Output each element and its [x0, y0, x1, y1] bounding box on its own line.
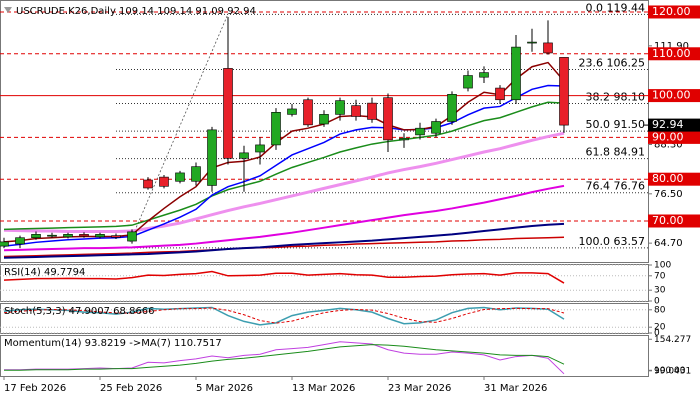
- candle-body: [79, 234, 89, 237]
- candle-body: [191, 166, 201, 182]
- indicator-line: [3, 236, 565, 258]
- y-tick-label: 0: [654, 329, 660, 339]
- indicator-line: [3, 306, 565, 326]
- price-label: 110.00: [652, 47, 691, 60]
- candle-body: [479, 72, 489, 78]
- candle-body: [303, 99, 313, 126]
- y-tick-label: 76.50: [654, 189, 683, 200]
- candle-body: [95, 234, 105, 238]
- momentum-frame: [0, 335, 649, 377]
- chart-title: USCRUDE.K26,Daily 109.14 109.14 91.09 92…: [16, 6, 256, 17]
- candle-body: [383, 97, 393, 141]
- candle-body: [175, 172, 185, 182]
- x-tick-label: 23 Mar 2026: [388, 383, 451, 394]
- candle-body: [495, 87, 505, 101]
- candle-body: [127, 231, 137, 242]
- candle-body: [0, 241, 9, 247]
- candle-body: [319, 114, 329, 125]
- indicator-line: [3, 84, 565, 247]
- candle-body: [255, 144, 265, 153]
- candle-body: [447, 94, 457, 122]
- price-label: 90.00: [652, 130, 684, 143]
- y-tick-label: 99.0431: [654, 366, 691, 376]
- x-tick-label: 31 Mar 2026: [484, 383, 547, 394]
- x-tick-label: 13 Mar 2026: [292, 383, 355, 394]
- candle-body: [239, 152, 249, 159]
- indicator-line: [3, 270, 565, 284]
- symbol-icon: [4, 7, 12, 13]
- candle-body: [527, 41, 537, 44]
- fib-label: 0.0 119.44: [586, 1, 645, 14]
- fib-label: 38.2 98.10: [586, 91, 645, 104]
- panel-title: RSI(14) 49.7794: [4, 267, 85, 278]
- indicator-line: [3, 101, 565, 231]
- candle-body: [335, 100, 345, 115]
- indicator-line: [3, 184, 565, 252]
- fib-label: 50.0 91.50: [586, 118, 645, 131]
- fib-label: 23.6 106.25: [579, 56, 645, 69]
- y-tick-label: 70: [654, 271, 666, 281]
- candle-body: [559, 57, 569, 126]
- y-tick-label: 64.70: [654, 238, 683, 249]
- x-tick-label: 5 Mar 2026: [196, 383, 253, 394]
- indicator-line: [3, 131, 565, 233]
- price-label-bg: [648, 5, 700, 19]
- fib-label: 100.0 63.57: [579, 235, 645, 248]
- indicator-line: [3, 307, 565, 324]
- y-tick-label: 20: [654, 323, 666, 333]
- x-tick-label: 25 Feb 2026: [100, 383, 162, 394]
- candle-body: [47, 234, 57, 237]
- candle-body: [159, 176, 169, 187]
- price-label-bg: [648, 89, 700, 103]
- y-tick-label: 154.277: [654, 335, 691, 345]
- candle-body: [351, 105, 361, 117]
- price-label-bg: [648, 47, 700, 61]
- candle-body: [223, 68, 233, 159]
- y-tick-label: 80: [654, 305, 666, 315]
- y-tick-label: 100: [654, 261, 671, 271]
- y-tick-label: 0: [654, 297, 660, 307]
- candle-body: [367, 102, 377, 120]
- candle-body: [31, 234, 41, 239]
- fib-label: 61.8 84.91: [586, 146, 645, 159]
- price-label-bg: [648, 130, 700, 144]
- fib-label: 76.4 76.76: [586, 180, 645, 193]
- candle-body: [431, 121, 441, 134]
- price-label: 70.00: [652, 214, 684, 227]
- price-label: 100.00: [652, 89, 691, 102]
- y-tick-label: 111.90: [654, 41, 689, 52]
- x-tick-label: 17 Feb 2026: [4, 383, 66, 394]
- candle-body: [111, 235, 121, 238]
- price-label-bg: [648, 214, 700, 228]
- candle-body: [287, 108, 297, 115]
- panel-title: Momentum(14) 93.8219 ->MA(7) 110.7517: [4, 338, 222, 349]
- y-tick-label: 100.00: [654, 366, 686, 376]
- price-label-bg: [648, 172, 700, 186]
- y-tick-label: 30: [654, 286, 666, 296]
- indicator-line: [4, 341, 565, 375]
- panel-title: Stoch(5,3,3) 47.9007 68.8666: [4, 306, 155, 317]
- price-label: 80.00: [652, 172, 684, 185]
- indicator-line: [4, 344, 565, 371]
- indicator-line: [3, 222, 565, 259]
- y-tick-label: 88.30: [654, 139, 683, 150]
- candle-body: [143, 179, 153, 189]
- candle-body: [463, 75, 473, 89]
- candle-body: [415, 127, 425, 136]
- candle-body: [15, 237, 25, 245]
- candle-body: [271, 112, 281, 146]
- candle-body: [63, 234, 73, 238]
- price-label: 120.00: [652, 5, 691, 18]
- candle-body: [511, 46, 521, 101]
- fib-trend-line: [129, 13, 229, 243]
- candle-body: [543, 42, 553, 54]
- candle-body: [399, 137, 409, 141]
- last-price-label: 92.94: [652, 118, 684, 131]
- candle-body: [207, 129, 217, 186]
- last-price-bg: [648, 118, 700, 132]
